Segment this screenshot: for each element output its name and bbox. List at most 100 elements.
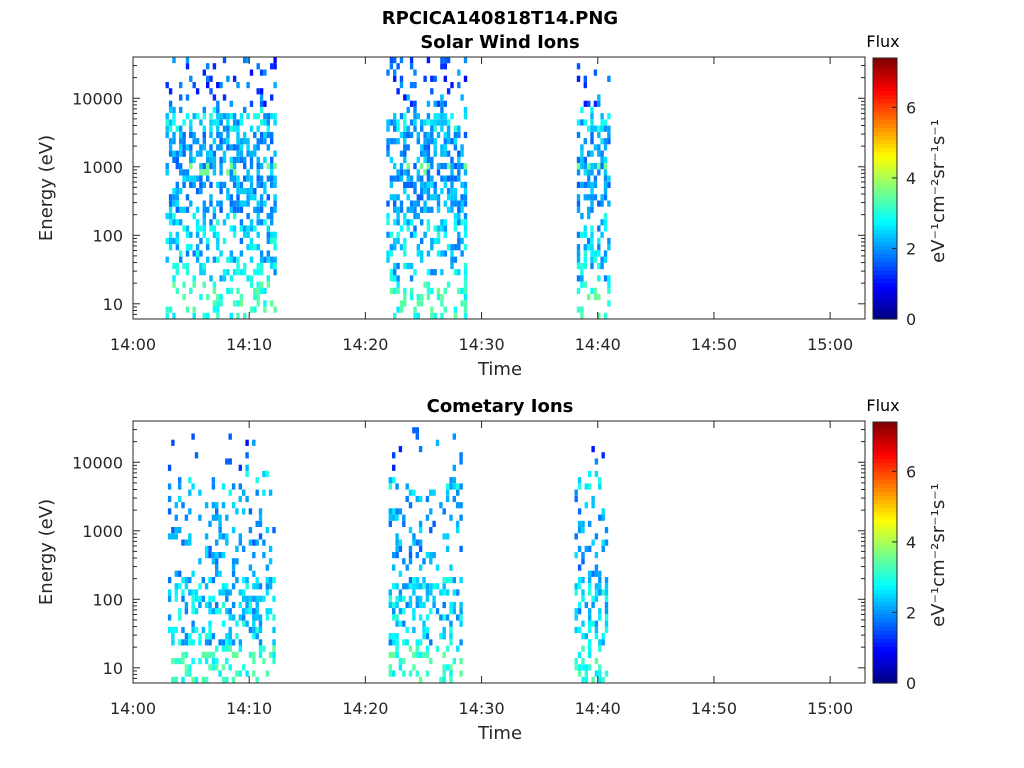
spectrogram-cell: [263, 113, 267, 120]
spectrogram-cell: [168, 88, 173, 95]
spectrogram-cell: [263, 131, 267, 139]
spectrogram-cell: [389, 275, 394, 282]
spectrogram-cell: [439, 502, 443, 509]
spectrogram-cell: [426, 156, 431, 163]
spectrogram-cell: [265, 670, 269, 677]
spectrogram-cell: [208, 664, 212, 671]
spectrogram-cell: [395, 601, 399, 609]
spectrogram-cell: [399, 82, 404, 89]
spectrogram-cell: [392, 614, 396, 621]
spectrogram-cell: [216, 113, 220, 120]
spectrogram-cell: [412, 626, 416, 634]
spectrogram-cell: [242, 620, 246, 627]
spectrogram-cell: [457, 213, 461, 220]
spectrogram-cell: [168, 125, 173, 132]
spectrogram-cell: [598, 483, 602, 490]
spectrogram-cell: [259, 262, 264, 270]
spectrogram-cell: [229, 206, 233, 213]
spectrogram-cell: [165, 256, 169, 263]
spectrogram-cell: [189, 200, 193, 207]
spectrogram-cell: [216, 125, 220, 132]
spectrogram-cell: [598, 583, 602, 590]
spectrogram-cell: [232, 231, 237, 238]
spectrogram-cell: [601, 639, 605, 646]
spectrogram-cell: [202, 206, 206, 213]
spectrogram-cell: [235, 558, 239, 565]
colorbar-tick-label: 2: [906, 603, 916, 622]
spectrogram-cell: [463, 287, 468, 294]
spectrogram-cell: [211, 633, 216, 640]
spectrogram-cell: [403, 287, 407, 294]
spectrogram-cell: [211, 552, 216, 559]
spectrogram-cell: [168, 138, 173, 145]
spectrogram-cell: [601, 539, 605, 546]
spectrogram-cell: [420, 175, 424, 182]
colorbar-swatch: [873, 629, 897, 635]
spectrogram-cell: [259, 256, 264, 263]
spectrogram-cell: [405, 639, 409, 646]
spectrogram-cell: [216, 244, 220, 251]
spectrogram-cell: [449, 514, 453, 521]
spectrogram-cell: [246, 138, 250, 145]
spectrogram-cell: [262, 595, 266, 602]
spectrogram-cell: [168, 231, 173, 238]
spectrogram-cell: [246, 169, 250, 176]
spectrogram-cell: [236, 206, 240, 213]
spectrogram-cell: [416, 250, 420, 257]
colorbar-swatch: [873, 310, 897, 316]
spectrogram-cell: [422, 626, 426, 634]
spectrogram-cell: [593, 100, 598, 107]
spectrogram-cell: [418, 527, 423, 534]
spectrogram-cell: [248, 539, 253, 546]
spectrogram-cell: [272, 651, 276, 658]
spectrogram-cell: [603, 188, 608, 195]
colorbar-swatch: [873, 180, 897, 186]
spectrogram-cell: [439, 614, 443, 621]
colorbar-swatch: [873, 155, 897, 161]
spectrogram-cell: [172, 119, 176, 126]
colorbar-swatch: [873, 102, 897, 108]
spectrogram-cell: [396, 88, 400, 95]
spectrogram-cell: [420, 219, 424, 226]
spectrogram-cell: [228, 489, 232, 496]
spectrogram-cell: [597, 94, 601, 101]
spectrogram-cell: [206, 150, 210, 157]
spectrogram-cell: [450, 138, 454, 145]
spectrogram-cell: [584, 670, 588, 677]
spectrogram-cell: [440, 125, 444, 132]
spectrogram-cell: [603, 194, 608, 201]
spectrogram-cell: [236, 150, 240, 157]
spectrogram-cell: [204, 639, 209, 646]
spectrogram-cell: [588, 520, 592, 527]
spectrogram-cell: [172, 156, 176, 163]
spectrogram-cell: [199, 262, 203, 270]
spectrogram-cell: [576, 119, 581, 126]
spectrogram-cell: [433, 150, 437, 157]
spectrogram-cell: [168, 144, 173, 151]
spectrogram-cell: [238, 539, 242, 546]
spectrogram-cell: [389, 194, 394, 201]
spectrogram-cell: [238, 601, 242, 609]
spectrogram-cell: [389, 63, 394, 70]
colorbar-swatch: [873, 192, 897, 198]
spectrogram-cell: [199, 225, 203, 232]
spectrogram-cell: [228, 458, 232, 465]
spectrogram-cell: [181, 651, 185, 658]
colorbar-swatch: [873, 568, 897, 574]
spectrogram-cell: [408, 558, 413, 565]
spectrogram-cell: [574, 495, 578, 503]
spectrogram-cell: [171, 633, 175, 640]
spectrogram-cell: [416, 312, 420, 319]
spectrogram-cell: [204, 676, 209, 683]
spectrogram-cell: [256, 88, 260, 95]
spectrogram-cell: [457, 269, 461, 276]
spectrogram-cell: [446, 125, 451, 132]
spectrogram-cell: [581, 527, 585, 534]
spectrogram-cell: [228, 589, 232, 596]
spectrogram-cell: [185, 169, 190, 176]
spectrogram-cell: [598, 664, 602, 671]
spectrogram-cell: [184, 664, 189, 671]
spectrogram-cell: [460, 200, 464, 207]
colorbar-swatch: [873, 638, 897, 643]
spectrogram-cell: [266, 125, 270, 132]
